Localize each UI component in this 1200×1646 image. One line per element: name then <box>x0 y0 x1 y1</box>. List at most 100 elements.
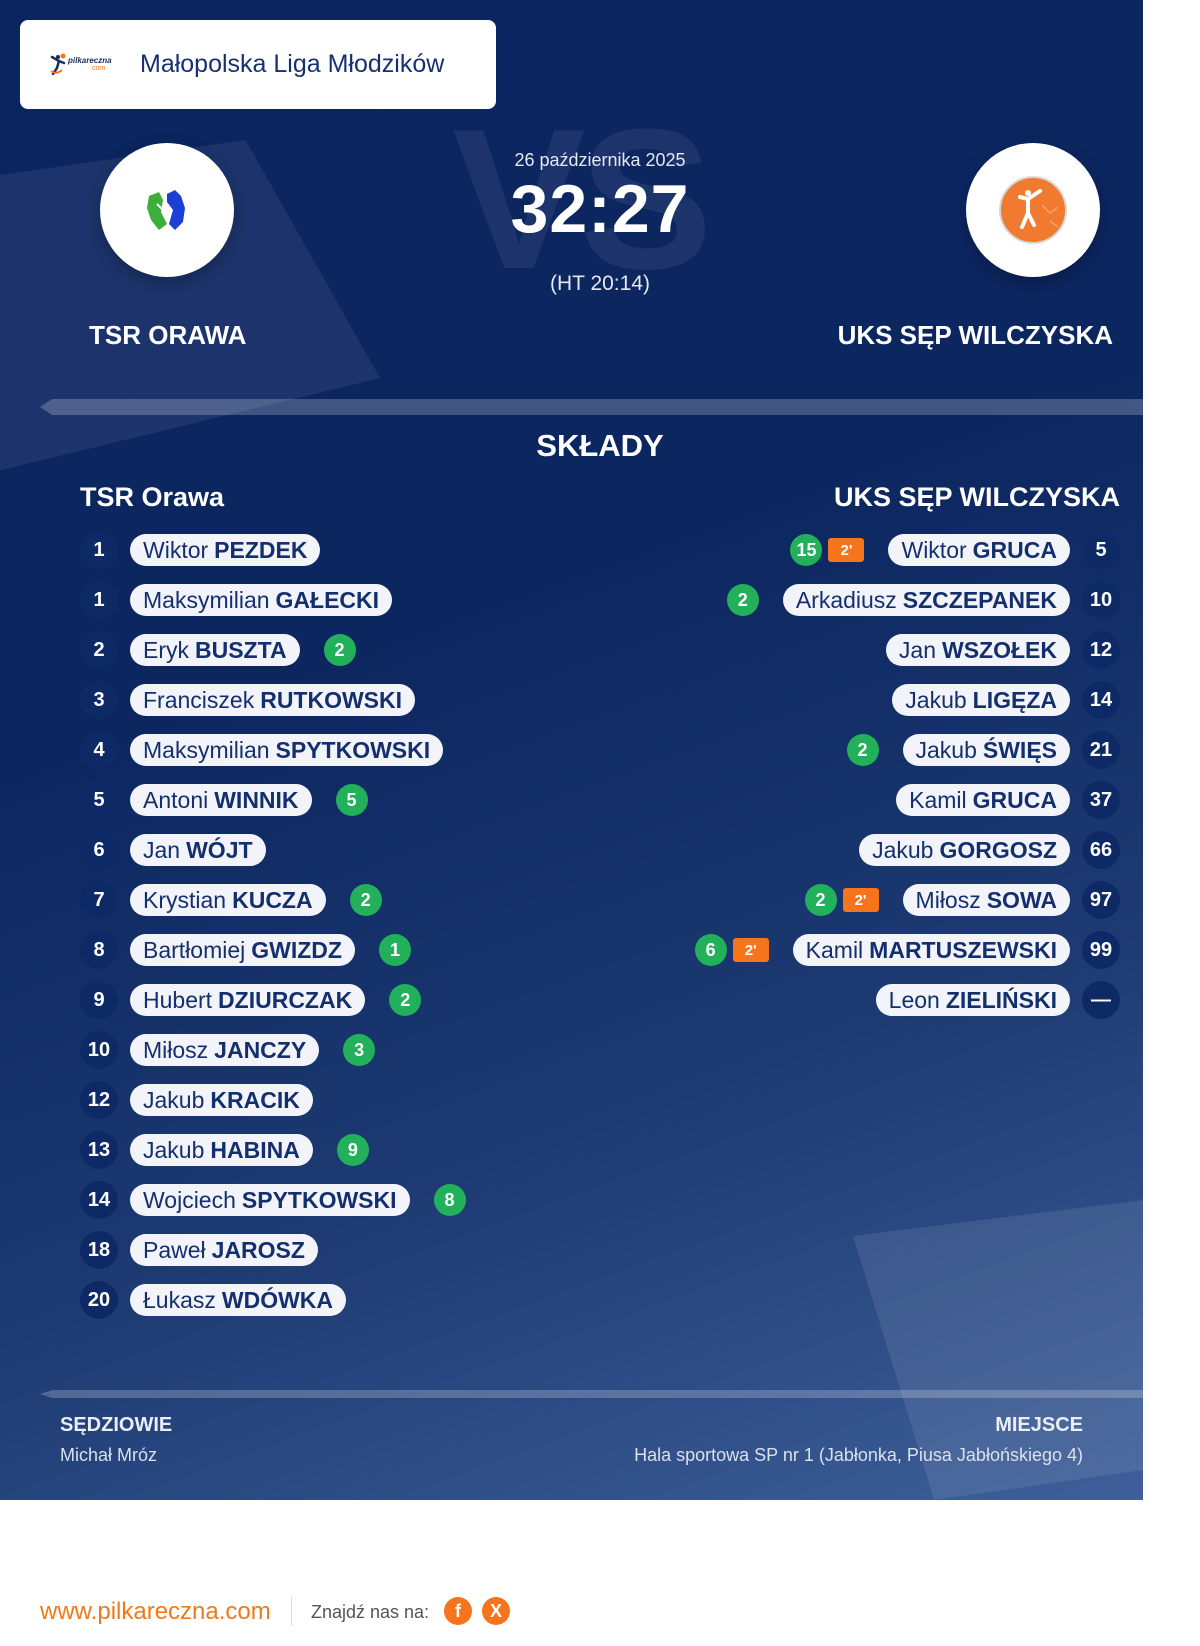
player-first-name: Jakub <box>905 686 967 713</box>
player-row: 1 Wiktor PEZDEK <box>80 525 466 575</box>
player-last-name: KRACIK <box>210 1086 300 1113</box>
player-row: 2 Eryk BUSZTA 2 <box>80 625 466 675</box>
away-team-name: UKS SĘP WILCZYSKA <box>837 320 1113 350</box>
player-last-name: DZIURCZAK <box>218 986 353 1013</box>
player-name: Franciszek RUTKOWSKI <box>130 684 416 716</box>
player-name: Wojciech SPYTKOWSKI <box>130 1184 410 1216</box>
player-first-name: Jakub <box>915 736 977 763</box>
player-name: Krystian KUCZA <box>130 884 326 916</box>
website-link[interactable]: www.pilkareczna.com <box>40 1598 271 1625</box>
lineups-title: SKŁADY <box>536 428 664 463</box>
jersey-number: — <box>1082 981 1120 1019</box>
x-twitter-icon[interactable]: X <box>482 1597 510 1625</box>
player-last-name: PEZDEK <box>214 536 308 563</box>
jersey-number: 37 <box>1082 781 1120 819</box>
player-name: Miłosz SOWA <box>902 884 1070 916</box>
player-row: Kamil GRUCA 37 <box>695 775 1120 825</box>
home-team-name: TSR ORAWA <box>89 320 247 350</box>
goals-badge: 5 <box>335 784 368 816</box>
goals-badge: 2 <box>846 734 879 766</box>
jersey-number: 5 <box>1082 531 1120 569</box>
home-roster: 1 Wiktor PEZDEK 1 Maksymilian GAŁECKI 2 … <box>80 525 466 1325</box>
player-row: 13 Jakub HABINA 9 <box>80 1125 466 1175</box>
jersey-number: 1 <box>80 581 118 619</box>
player-last-name: WDÓWKA <box>221 1286 334 1313</box>
player-first-name: Jan <box>898 636 936 663</box>
player-name: Arkadiusz SZCZEPANEK <box>782 584 1070 616</box>
player-name: Jakub ŚWIĘS <box>902 734 1070 766</box>
handball-player-icon <box>50 53 66 75</box>
player-stats: 9 <box>336 1134 369 1166</box>
find-us-label: Znajdź nas na: <box>311 1602 430 1622</box>
jersey-number: 7 <box>80 881 118 919</box>
player-stats: 2 <box>323 634 356 666</box>
jersey-number: 97 <box>1082 881 1120 919</box>
goals-badge: 2 <box>726 584 759 616</box>
player-last-name: ZIELIŃSKI <box>945 986 1057 1013</box>
player-first-name: Paweł <box>143 1236 206 1263</box>
player-stats: 2 2' <box>804 884 879 916</box>
player-row: 20 Łukasz WDÓWKA <box>80 1275 466 1325</box>
player-stats: 2 <box>349 884 382 916</box>
player-last-name: WSZOŁEK <box>942 636 1057 663</box>
final-score: 32:27 <box>510 171 690 247</box>
player-last-name: GWIZDZ <box>251 936 342 963</box>
player-name: Antoni WINNIK <box>130 784 312 816</box>
player-last-name: SPYTKOWSKI <box>275 736 431 763</box>
player-first-name: Maksymilian <box>143 736 270 763</box>
league-title: Małopolska Liga Młodzików <box>140 50 445 78</box>
venue-label: MIEJSCE <box>995 1414 1083 1436</box>
goals-badge: 6 <box>694 934 727 966</box>
player-first-name: Miłosz <box>915 886 981 913</box>
player-first-name: Wiktor <box>143 536 209 563</box>
player-first-name: Krystian <box>143 886 227 913</box>
player-first-name: Maksymilian <box>143 586 270 613</box>
away-team-logo <box>966 143 1100 277</box>
player-name: Jan WSZOŁEK <box>885 634 1070 666</box>
player-row: 3 Franciszek RUTKOWSKI <box>80 675 466 725</box>
player-stats: 6 2' <box>694 934 769 966</box>
player-name: Paweł JAROSZ <box>130 1234 318 1266</box>
player-last-name: GORGOSZ <box>939 836 1057 863</box>
jersey-number: 14 <box>1082 681 1120 719</box>
goals-badge: 15 <box>790 534 823 566</box>
facebook-icon[interactable]: f <box>444 1597 472 1625</box>
player-first-name: Łukasz <box>143 1286 216 1313</box>
player-name: Jakub LIGĘZA <box>892 684 1070 716</box>
vs-watermark: VS <box>452 88 713 311</box>
player-first-name: Jakub <box>143 1136 205 1163</box>
player-name: Miłosz JANCZY <box>130 1034 320 1066</box>
jersey-number: 10 <box>1082 581 1120 619</box>
suspension-badge: 2' <box>842 888 879 912</box>
footer-divider <box>291 1596 292 1626</box>
player-stats: 3 <box>343 1034 376 1066</box>
jersey-number: 12 <box>1082 631 1120 669</box>
player-last-name: GAŁECKI <box>275 586 380 613</box>
player-name: Łukasz WDÓWKA <box>130 1284 347 1316</box>
player-stats: 1 <box>378 934 411 966</box>
player-name: Kamil GRUCA <box>896 784 1070 816</box>
player-row: 18 Paweł JAROSZ <box>80 1225 466 1275</box>
jersey-number: 2 <box>80 631 118 669</box>
goals-badge: 2 <box>389 984 422 1016</box>
jersey-number: 1 <box>80 531 118 569</box>
player-last-name: GRUCA <box>972 536 1057 563</box>
jersey-number: 18 <box>80 1231 118 1269</box>
logo-suffix-text: .com <box>90 64 106 72</box>
player-first-name: Antoni <box>143 786 209 813</box>
player-last-name: LIGĘZA <box>972 686 1057 713</box>
home-squad-title: TSR Orawa <box>80 482 225 512</box>
referees-label: SĘDZIOWIE <box>60 1414 173 1436</box>
suspension-badge: 2' <box>828 538 865 562</box>
player-first-name: Kamil <box>909 786 967 813</box>
player-name: Jakub GORGOSZ <box>859 834 1070 866</box>
jersey-number: 5 <box>80 781 118 819</box>
player-row: 12 Jakub KRACIK <box>80 1075 466 1125</box>
player-last-name: WÓJT <box>186 836 253 863</box>
player-row: 5 Antoni WINNIK 5 <box>80 775 466 825</box>
tsr-orawa-crest-icon <box>147 190 185 230</box>
player-name: Jan WÓJT <box>130 834 266 866</box>
player-stats: 5 <box>335 784 368 816</box>
player-name: Maksymilian GAŁECKI <box>130 584 393 616</box>
player-row: 2 Jakub ŚWIĘS 21 <box>695 725 1120 775</box>
